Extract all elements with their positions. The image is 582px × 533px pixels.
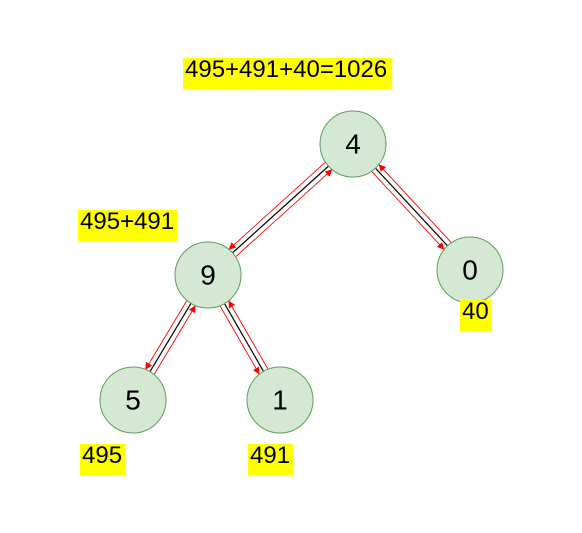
node-label: 0 [462,255,478,286]
node-n1: 1 [247,367,313,433]
annotation-text: 495+491+40=1026 [185,56,387,83]
annotation-text: 40 [462,298,489,325]
annotation: 40 [460,298,491,332]
annotation-text: 495+491 [80,208,174,235]
annotation: 491 [248,442,293,476]
node-n0: 0 [437,237,503,303]
node-label: 9 [200,260,216,291]
annotation: 495 [80,442,125,476]
node-n5: 5 [100,367,166,433]
node-label: 1 [272,385,288,416]
node-label: 4 [345,129,361,160]
node-n9: 9 [175,242,241,308]
annotation-text: 491 [250,442,290,469]
node-n4: 4 [320,111,386,177]
annotation: 495+491+40=1026 [183,56,392,90]
tree-diagram: 4 9 0 5 1 495+491+40=1026 495+491 40 495 491 [0,0,582,533]
annotation-text: 495 [82,442,122,469]
annotation: 495+491 [78,208,178,242]
node-label: 5 [125,385,141,416]
